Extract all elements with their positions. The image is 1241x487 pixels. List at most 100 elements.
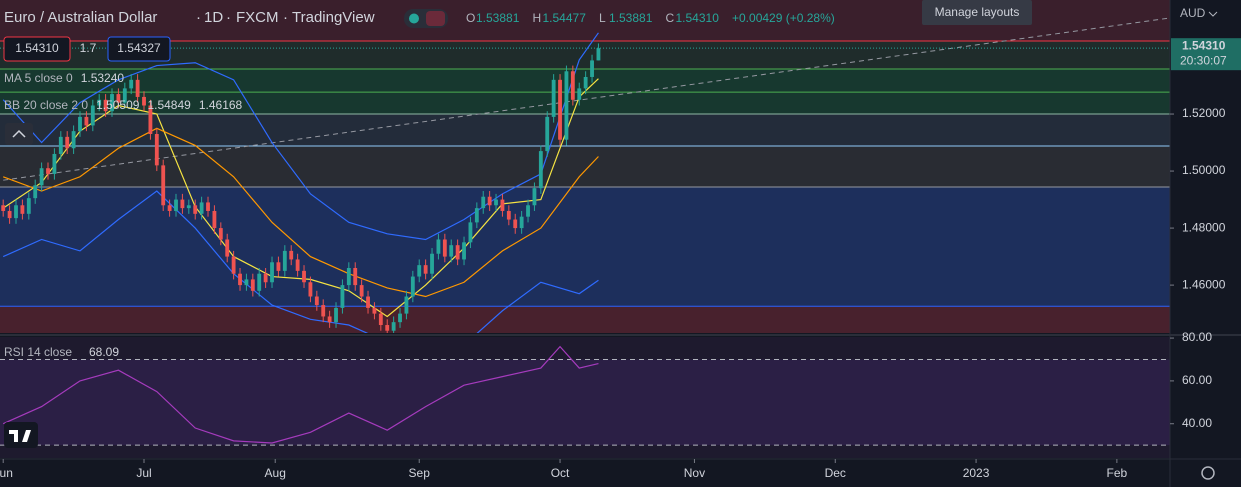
y-tick-label: 1.50000 [1182,163,1226,177]
countdown: 20:30:07 [1180,53,1227,67]
x-tick-label: Sep [409,466,431,480]
candle-body [257,273,262,291]
candle-body [327,316,332,323]
candle-body [39,168,44,186]
legend-name: MA 5 close 0 [4,71,73,85]
rsi-tick-label: 80.00 [1182,330,1212,344]
candle-body [231,256,236,274]
candle-body [500,199,505,211]
platform: TradingView [292,9,375,26]
indicator-line [2,127,599,298]
candle-body [436,239,441,254]
interval: 1D [204,9,223,26]
logo-mark [9,430,31,442]
candle-body [385,325,390,331]
candle-body [180,199,185,209]
buy-price: 1.54327 [117,41,161,55]
ohlc-label: H [533,11,542,25]
candle-body [20,205,25,214]
candle-body [263,273,268,283]
rsi-tick-label: 40.00 [1182,416,1212,430]
candle-body [372,307,377,314]
candle-body [564,71,569,140]
candle-body [129,79,134,89]
logo[interactable] [4,422,38,448]
x-tick-label: Jun [0,466,13,480]
axes: 1.46000 1.48000 1.50000 1.52000 Jun Jul Aug Sep… [0,38,1241,480]
rsi-name: RSI 14 close [4,345,72,359]
currency: AUD [1180,6,1206,20]
candle-body [276,262,281,271]
candle-body [353,267,358,286]
candle-body [340,285,345,308]
candle-body [206,202,210,211]
legend-reading: 1.53240 [81,71,125,85]
candle-body [193,205,198,214]
candle-body [116,94,121,103]
y-tick-label: 1.48000 [1182,220,1226,234]
candle-body [526,205,530,217]
candle-body [161,165,166,206]
dot: · [283,9,288,26]
candle-body [308,282,313,297]
buy-button[interactable] [107,36,171,62]
candle-body [532,188,537,206]
candle-body [423,265,428,274]
candle-body [359,285,364,297]
candle-body [289,250,294,260]
candle-body [468,222,473,243]
symbol-title: Euro / Australian Dollar [4,9,157,26]
x-tick-label: Dec [825,466,846,480]
dot: · [226,9,231,26]
rsi-band [0,359,1170,446]
sell-button[interactable] [3,36,71,62]
candle-body [583,76,588,89]
x-tick-label: Nov [684,466,705,480]
candle-body [78,116,82,132]
zone [0,145,1170,188]
candle-body [225,239,230,257]
zone [0,92,1170,115]
candle-body [103,99,108,112]
candle-body [513,219,518,229]
price-pane [1,17,1170,333]
dot: · [196,9,201,26]
candle-body [167,205,172,211]
x-tick-label: 2023 [963,466,990,480]
candle-body [346,267,351,286]
ohlc-value: 1.53881 [476,11,520,25]
candle-body [90,105,95,126]
tooltip-text: Manage layouts [935,5,1020,19]
spread: 1.7 [80,41,97,55]
collapse-icon [12,129,26,138]
currency-caret [1208,11,1218,17]
candle-body [97,99,102,106]
candle-body [148,105,153,134]
candle-body [417,265,422,277]
toggle-icon [426,11,445,26]
candle-body [238,273,242,286]
candle-body [596,48,601,61]
candle-body [538,151,543,189]
x-tick-label: Oct [551,466,570,480]
last-price-tag [1171,38,1241,71]
zone [0,306,1170,333]
y-tick-label: 1.52000 [1182,106,1226,120]
rsi-line [2,345,599,444]
candle-body [7,210,12,219]
rsi-reading: 68.09 [89,345,119,359]
candle-body [545,116,550,152]
collapse-button[interactable] [5,123,33,145]
candle-body [378,313,383,326]
candle-body [430,253,434,274]
legend-name: BB 20 close 2 0 [4,98,88,112]
candle-body [33,185,38,199]
candle-body [455,245,460,260]
candle-body [65,136,70,149]
settings-icon[interactable] [1201,466,1215,480]
candle-body [295,259,300,271]
candle-body [314,296,319,306]
candle-body [14,205,18,219]
legend-reading: 1.46168 [199,98,243,112]
